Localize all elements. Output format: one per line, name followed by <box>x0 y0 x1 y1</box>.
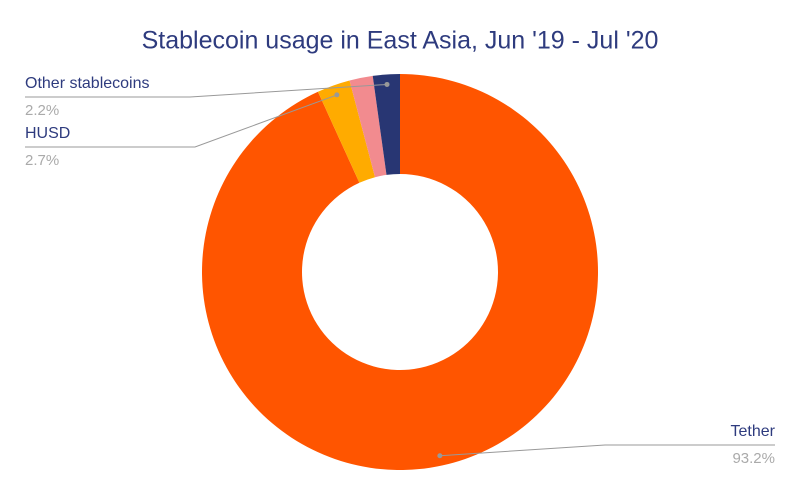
leader-line <box>439 444 775 457</box>
slice <box>202 74 598 471</box>
slice <box>372 74 400 175</box>
leader-line <box>25 83 388 98</box>
value-label: 93.2% <box>732 450 775 467</box>
legend-label: Tether <box>731 423 776 440</box>
legend-label: Other stablecoins <box>25 75 150 92</box>
leader-line <box>25 94 338 148</box>
legend-label: HUSD <box>25 125 70 142</box>
leader-dot <box>334 92 340 98</box>
slice <box>317 80 376 183</box>
leader-dot <box>384 81 390 87</box>
value-label: 2.2% <box>25 102 59 119</box>
chart-title: Stablecoin usage in East Asia, Jun '19 -… <box>142 27 659 55</box>
value-label: 2.7% <box>25 152 59 169</box>
slice <box>349 75 387 178</box>
leader-dot <box>437 453 443 459</box>
